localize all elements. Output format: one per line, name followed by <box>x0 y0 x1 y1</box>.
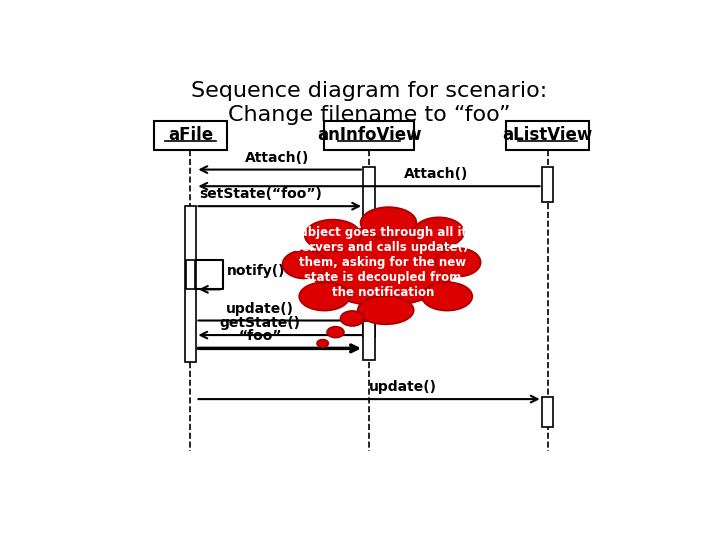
Text: update(): update() <box>369 380 436 394</box>
Text: Sequence diagram for scenario:
Change filename to “foo”: Sequence diagram for scenario: Change fi… <box>191 82 547 125</box>
Ellipse shape <box>300 282 349 310</box>
Ellipse shape <box>327 327 344 338</box>
FancyBboxPatch shape <box>542 397 553 427</box>
Text: notify(): notify() <box>228 264 286 278</box>
Ellipse shape <box>413 218 464 247</box>
Text: Subject goes through all its
observers and calls update() on
them, asking for th: Subject goes through all its observers a… <box>278 226 488 299</box>
Text: setState(“foo”): setState(“foo”) <box>199 187 322 201</box>
FancyBboxPatch shape <box>154 121 227 150</box>
FancyBboxPatch shape <box>185 206 196 362</box>
Text: update(): update() <box>226 301 294 315</box>
FancyBboxPatch shape <box>542 167 553 202</box>
Text: Attach(): Attach() <box>245 151 309 165</box>
Ellipse shape <box>361 207 416 238</box>
FancyBboxPatch shape <box>364 167 374 337</box>
Text: Attach(): Attach() <box>404 167 468 181</box>
Text: getState(): getState() <box>220 316 301 330</box>
Text: anInfoView: anInfoView <box>317 126 421 145</box>
Text: aFile: aFile <box>168 126 213 145</box>
Text: aListView: aListView <box>503 126 593 145</box>
FancyBboxPatch shape <box>324 121 413 150</box>
FancyBboxPatch shape <box>505 121 590 150</box>
Ellipse shape <box>358 296 413 324</box>
FancyBboxPatch shape <box>364 321 374 360</box>
Ellipse shape <box>282 250 327 279</box>
Ellipse shape <box>436 248 481 276</box>
Ellipse shape <box>305 220 361 251</box>
FancyBboxPatch shape <box>186 260 195 289</box>
Ellipse shape <box>422 282 472 310</box>
Ellipse shape <box>310 227 456 306</box>
Ellipse shape <box>317 340 328 347</box>
Text: “foo”: “foo” <box>238 329 282 343</box>
Ellipse shape <box>341 311 364 326</box>
